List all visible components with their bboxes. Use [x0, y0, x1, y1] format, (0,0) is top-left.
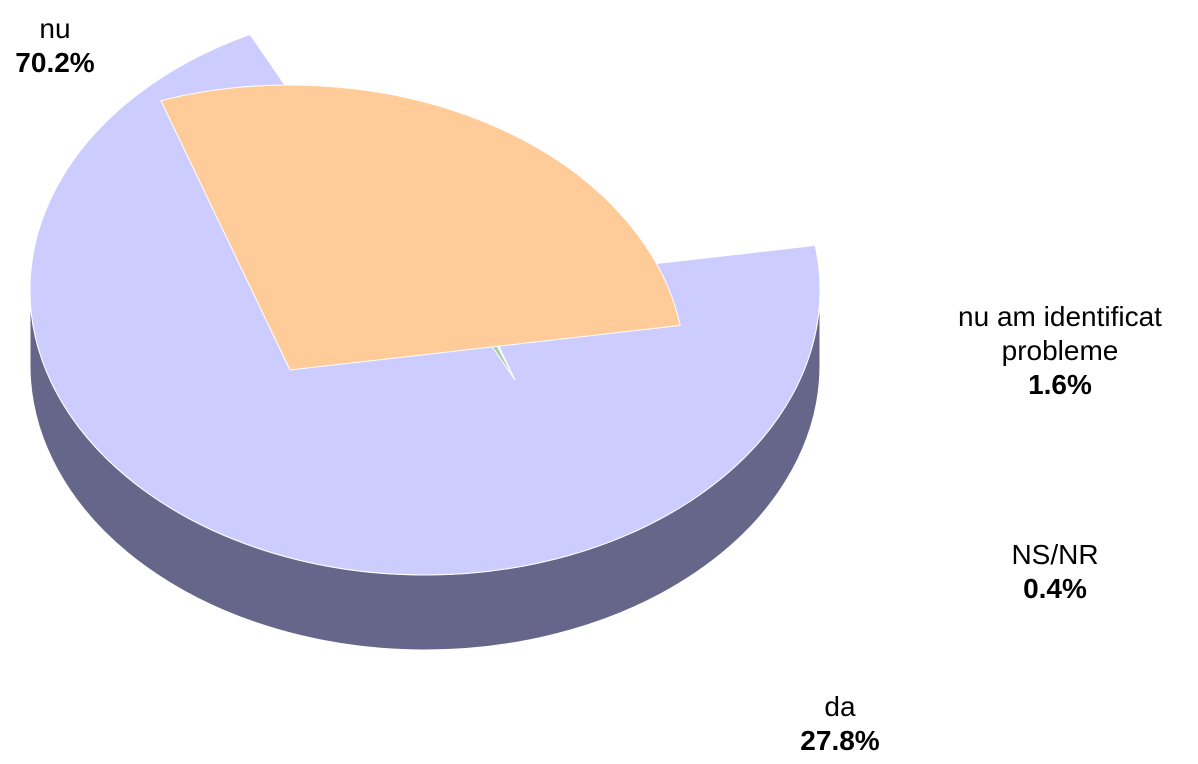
label-nu-am-identificat-pct: 1.6%	[1028, 369, 1092, 400]
label-da-name: da	[824, 691, 856, 722]
label-nsnr-pct: 0.4%	[1023, 573, 1087, 604]
label-nsnr: NS/NR 0.4%	[980, 538, 1130, 606]
label-da-pct: 27.8%	[800, 725, 880, 756]
label-nsnr-name: NS/NR	[1011, 539, 1099, 570]
label-nu-am-identificat-name-2: probleme	[1001, 335, 1119, 366]
slice-da	[160, 84, 681, 371]
label-da: da 27.8%	[770, 690, 910, 758]
label-nu-name: nu	[39, 13, 71, 44]
label-nu: nu 70.2%	[10, 12, 100, 80]
label-nu-am-identificat-name-1: nu am identificat	[958, 301, 1162, 332]
label-nu-pct: 70.2%	[15, 47, 95, 78]
pie-top-layer	[29, 33, 821, 576]
label-nu-am-identificat: nu am identificat probleme 1.6%	[930, 300, 1190, 402]
